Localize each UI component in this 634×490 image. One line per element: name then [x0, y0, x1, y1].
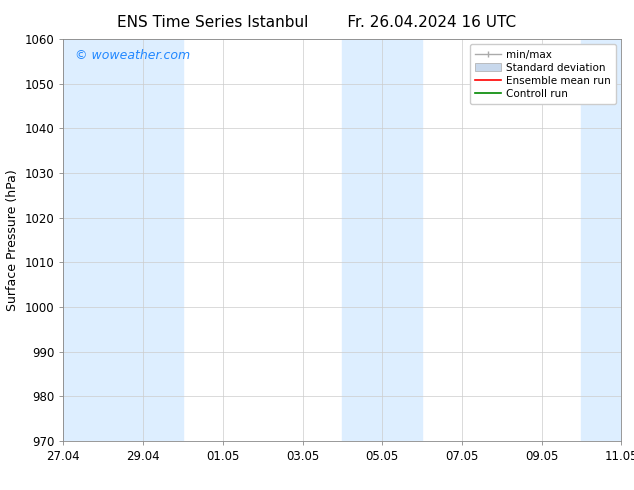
Text: © woweather.com: © woweather.com — [75, 49, 190, 62]
Legend: min/max, Standard deviation, Ensemble mean run, Controll run: min/max, Standard deviation, Ensemble me… — [470, 45, 616, 104]
Y-axis label: Surface Pressure (hPa): Surface Pressure (hPa) — [6, 169, 19, 311]
Bar — [103, 39, 183, 441]
Bar — [581, 39, 634, 441]
Bar — [23, 39, 103, 441]
Text: ENS Time Series Istanbul        Fr. 26.04.2024 16 UTC: ENS Time Series Istanbul Fr. 26.04.2024 … — [117, 15, 517, 30]
Bar — [342, 39, 422, 441]
